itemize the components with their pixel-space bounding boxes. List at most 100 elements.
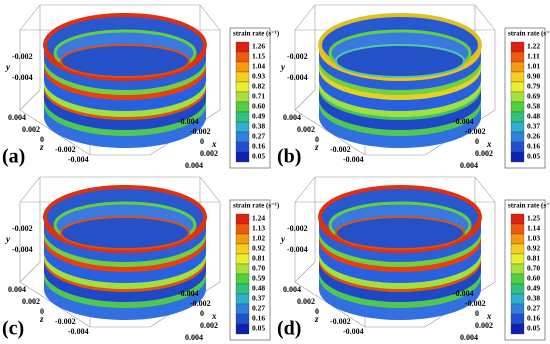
z-tick-label: -0.004 <box>343 155 364 164</box>
colorbar-tick-label: 1.22 <box>527 42 540 51</box>
panel: -0.002-0.0040.0040.0020-0.002-0.004-0.00… <box>277 176 550 342</box>
colorbar-tick-label: 0.60 <box>252 102 265 111</box>
colorbar-tick-label: 0.92 <box>527 244 540 253</box>
x-tick-label: 0 <box>475 137 479 146</box>
colorbar-swatch <box>235 213 250 225</box>
panel: -0.002-0.0040.0040.0020-0.002-0.004-0.00… <box>2 4 280 170</box>
z-tick-label: 0.002 <box>297 125 315 134</box>
axis-label: y <box>5 234 11 244</box>
colorbar-tick-label: 0.37 <box>527 122 540 131</box>
z-tick-label: 0 <box>315 307 319 316</box>
colorbar-swatch <box>235 141 250 153</box>
y-tick-label: -0.002 <box>287 52 308 61</box>
colorbar-swatch <box>510 41 525 53</box>
colorbar-tick-label: 0.16 <box>527 314 540 323</box>
colorbar-swatch <box>235 223 250 235</box>
x-tick-label: -0.004 <box>178 289 199 298</box>
z-tick-label: 0.002 <box>22 297 40 306</box>
x-tick-label: 0.002 <box>475 321 493 330</box>
z-tick-label: -0.004 <box>68 327 89 336</box>
y-tick-label: -0.004 <box>12 245 33 254</box>
y-tick-label: -0.002 <box>287 224 308 233</box>
colorbar-tick-label: 1.03 <box>527 234 540 243</box>
axis-label: x <box>211 311 217 321</box>
colorbar-tick-label: 1.26 <box>252 42 265 51</box>
x-tick-label: 0.004 <box>460 333 478 342</box>
colorbar-swatch <box>235 273 250 285</box>
y-tick-label: -0.002 <box>12 224 33 233</box>
axis-label: y <box>280 62 286 72</box>
colorbar-swatch <box>235 131 250 143</box>
axis-label: x <box>211 139 217 149</box>
colorbar-swatch <box>510 81 525 93</box>
colorbar-swatch <box>510 101 525 113</box>
colorbar-swatch <box>510 61 525 73</box>
y-tick-label: -0.004 <box>287 245 308 254</box>
x-tick-label: 0.002 <box>200 321 218 330</box>
axis-label: z <box>39 314 44 324</box>
colorbar-swatch <box>235 253 250 265</box>
colorbar-tick-label: 0.48 <box>252 284 265 293</box>
colorbar-swatch <box>235 263 250 275</box>
colorbar-tick-label: 0.38 <box>252 122 265 131</box>
colorbar-swatch <box>235 313 250 325</box>
colorbar-tick-label: 0.58 <box>527 102 540 111</box>
colorbar-swatch <box>510 71 525 83</box>
y-tick-label: -0.004 <box>287 73 308 82</box>
y-tick-label: -0.004 <box>12 73 33 82</box>
colorbar-tick-label: 1.11 <box>527 52 540 61</box>
colorbar-title: strain rate (s⁻¹) <box>233 30 280 38</box>
z-tick-label: 0.002 <box>297 297 315 306</box>
z-tick-label: 0 <box>40 307 44 316</box>
box-edge <box>294 4 316 31</box>
colorbar-swatch <box>235 151 250 163</box>
z-tick-label: 0.004 <box>8 113 26 122</box>
colorbar-tick-label: 0.81 <box>527 254 540 263</box>
axis-label: x <box>486 311 492 321</box>
x-tick-label: 0.002 <box>475 149 493 158</box>
z-tick-label: -0.002 <box>55 317 76 326</box>
z-tick-label: -0.002 <box>330 145 351 154</box>
z-tick-label: 0.002 <box>22 125 40 134</box>
colorbar-tick-label: 0.05 <box>527 152 540 161</box>
colorbar-title: strain rate (s⁻¹) <box>233 202 280 210</box>
x-tick-label: -0.002 <box>190 127 211 136</box>
panel-label: (a) <box>2 146 25 168</box>
colorbar-tick-label: 0.27 <box>527 304 540 313</box>
colorbar-swatch <box>510 111 525 123</box>
axis-label: x <box>486 139 492 149</box>
axis-label: y <box>280 234 286 244</box>
colorbar-tick-label: 0.69 <box>527 92 540 101</box>
z-tick-label: -0.004 <box>343 327 364 336</box>
x-tick-label: -0.004 <box>178 117 199 126</box>
colorbar-tick-label: 1.24 <box>252 214 265 223</box>
colorbar-swatch <box>235 233 250 245</box>
colorbar-tick-label: 0.59 <box>252 274 265 283</box>
z-tick-label: -0.002 <box>330 317 351 326</box>
colorbar-swatch <box>510 263 525 275</box>
colorbar-swatch <box>235 121 250 133</box>
y-tick-label: -0.002 <box>12 52 33 61</box>
colorbar-tick-label: 0.16 <box>252 314 265 323</box>
colorbar-tick-label: 1.25 <box>527 214 540 223</box>
colorbar-swatch <box>510 303 525 315</box>
colorbar-swatch <box>510 253 525 265</box>
colorbar-tick-label: 0.49 <box>252 112 265 121</box>
colorbar-tick-label: 0.05 <box>527 324 540 333</box>
box-edge <box>294 261 316 283</box>
colorbar-tick-label: 0.60 <box>527 274 540 283</box>
box-edge <box>199 176 221 203</box>
colorbar-swatch <box>510 141 525 153</box>
colorbar-title: strain rate (s⁻¹) <box>508 202 550 210</box>
colorbar-tick-label: 0.81 <box>252 254 265 263</box>
colorbar-tick-label: 0.37 <box>252 294 265 303</box>
colorbar-swatch <box>510 131 525 143</box>
box-edge <box>294 176 316 203</box>
colorbar-tick-label: 1.14 <box>527 224 540 233</box>
ring-inner <box>335 216 465 250</box>
x-tick-label: 0.004 <box>460 161 478 170</box>
z-tick-label: -0.002 <box>55 145 76 154</box>
colorbar-swatch <box>235 61 250 73</box>
colorbar-tick-label: 0.92 <box>252 244 265 253</box>
